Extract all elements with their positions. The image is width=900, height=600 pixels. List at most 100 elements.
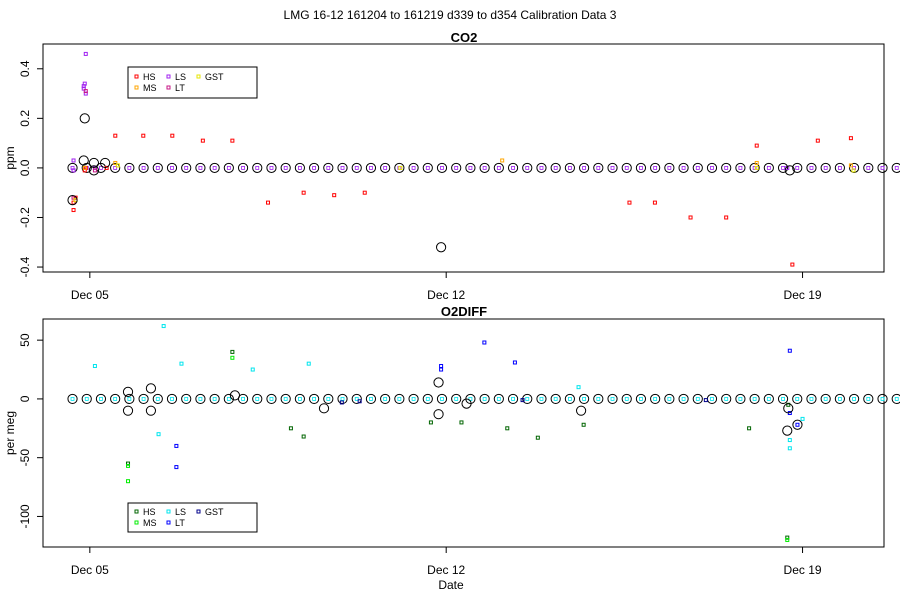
co2-mean-circle <box>436 242 447 253</box>
o2diff-baseline-circle <box>309 393 320 405</box>
o2diff-baseline-circle <box>124 393 135 405</box>
o2diff-point-ls <box>161 324 166 329</box>
o2diff-baseline-circle <box>507 393 519 405</box>
co2-baseline-point <box>738 166 743 170</box>
o2diff-baseline-circle <box>806 393 817 405</box>
co2-legend: HS MS LS LT GST <box>127 66 258 99</box>
co2-point-hs <box>790 262 795 267</box>
o2diff-baseline-circle <box>863 393 874 405</box>
co2-baseline-circle <box>877 162 888 174</box>
co2-point-hs <box>848 136 853 141</box>
co2-point-ls <box>71 168 76 173</box>
co2-baseline-circle <box>777 162 789 174</box>
o2diff-baseline-circle <box>152 393 163 405</box>
co2-baseline-point <box>752 166 757 170</box>
o2diff-point-gst <box>357 399 362 404</box>
o2diff-mean-circle <box>122 386 134 397</box>
o2diff-baseline-circle <box>138 393 149 405</box>
co2-point-hs <box>688 215 693 220</box>
co2-baseline-circle <box>394 162 405 174</box>
co2-point-gst <box>115 163 120 168</box>
o2diff-mean-circle <box>229 390 241 401</box>
o2diff-baseline-circle <box>564 393 575 405</box>
legend-o2-hs-label: HS <box>143 507 156 517</box>
co2-baseline-point <box>866 166 871 170</box>
o2diff-baseline-circle <box>593 393 604 405</box>
o2diff-point-hs <box>288 426 293 431</box>
o2diff-baseline-point <box>383 397 388 401</box>
o2diff-baseline-circle <box>550 393 561 405</box>
o2diff-baseline-circle <box>721 393 732 405</box>
co2-baseline-circle <box>323 162 334 174</box>
co2-baseline-circle <box>252 162 263 174</box>
o2diff-baseline-point <box>184 397 189 401</box>
o2diff-point-ls <box>306 361 311 366</box>
legend-ls-label: LS <box>175 72 186 82</box>
o2diff-point-hs <box>126 461 131 466</box>
o2diff-baseline-point <box>738 397 743 401</box>
co2-baseline-circle <box>678 162 689 174</box>
co2-baseline-circle <box>735 162 746 174</box>
co2-baseline-point <box>226 166 231 170</box>
o2diff-point-lt <box>512 360 517 365</box>
co2-baseline-point <box>624 166 629 170</box>
co2-baseline-circle <box>181 162 192 174</box>
co2-baseline-point <box>113 166 118 170</box>
o2diff-baseline-circle <box>451 393 462 405</box>
o2diff-point-hs <box>459 420 464 425</box>
co2-mean-circle <box>78 155 89 166</box>
co2-baseline-point <box>852 166 856 170</box>
legend-hs-label: HS <box>143 72 156 82</box>
co2-y-axis-label: ppm <box>3 146 17 169</box>
co2-mean-circle <box>784 165 795 176</box>
o2diff-baseline-circle <box>536 393 547 405</box>
o2diff-baseline-point <box>198 397 203 401</box>
co2-point-gst <box>398 165 403 170</box>
co2-baseline-circle <box>848 162 860 174</box>
legend-gst-label: GST <box>205 72 224 82</box>
co2-baseline-point <box>454 166 459 170</box>
co2-baseline-point <box>340 166 345 170</box>
co2-baseline-point <box>880 166 885 170</box>
o2diff-baseline-circle <box>95 393 107 405</box>
o2diff-chart-title: O2DIFF <box>441 304 487 319</box>
co2-baseline-circle <box>607 162 618 174</box>
o2diff-baseline-point <box>482 397 487 401</box>
o2diff-baseline-point <box>695 397 700 401</box>
o2diff-baseline-point <box>667 397 672 401</box>
co2-point-hs <box>71 200 76 205</box>
co2-baseline-point <box>425 166 430 170</box>
o2diff-baseline-circle <box>621 393 632 405</box>
legend-hs-symbol <box>134 74 139 79</box>
co2-x-tick-label: Dec 12 <box>427 288 465 302</box>
co2-point-ms <box>113 160 118 165</box>
o2diff-baseline-point <box>724 397 729 401</box>
o2diff-baseline-point <box>710 397 714 401</box>
co2-mean-circle <box>67 195 78 206</box>
co2-baseline-circle <box>834 162 845 174</box>
co2-baseline-circle <box>365 162 377 174</box>
o2diff-point-ls <box>576 385 581 390</box>
o2diff-legend-box <box>127 502 258 533</box>
o2diff-point-ls <box>787 438 792 443</box>
co2-baseline-circle <box>408 162 419 174</box>
co2-baseline-circle <box>223 162 234 174</box>
legend-o2-ms-label: MS <box>143 518 157 528</box>
o2diff-baseline-circle <box>692 393 703 405</box>
co2-point-lt <box>83 89 88 94</box>
o2diff-baseline-circle <box>195 393 206 405</box>
o2diff-point-hs <box>535 435 540 440</box>
o2diff-baseline-point <box>283 397 288 401</box>
co2-baseline-point <box>127 166 132 170</box>
o2diff-baseline-point <box>454 397 459 401</box>
o2diff-baseline-point <box>170 397 174 401</box>
legend-ms-label: MS <box>143 83 157 93</box>
o2diff-baseline-point <box>397 397 402 401</box>
o2diff-point-gst <box>339 400 344 405</box>
co2-point-hs <box>200 138 205 143</box>
co2-baseline-circle <box>891 162 900 174</box>
co2-baseline-circle <box>564 162 575 174</box>
o2diff-baseline-circle <box>664 393 675 405</box>
o2diff-baseline-circle <box>394 393 405 405</box>
co2-baseline-circle <box>507 162 519 174</box>
